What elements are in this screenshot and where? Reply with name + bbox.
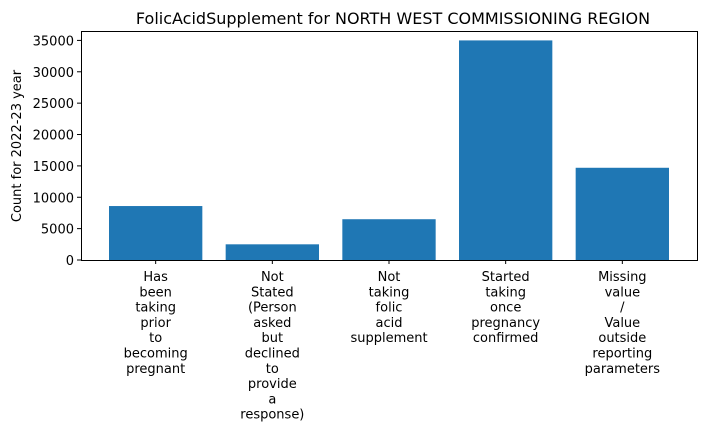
y-tick-label: 10000 [33,191,74,206]
y-tick-label: 0 [66,254,74,269]
y-tick-label: 20000 [33,129,74,144]
y-tick-label: 5000 [41,223,74,238]
x-tick-label: Started taking once pregnancy confirmed [471,270,540,346]
bar-3 [459,40,553,261]
y-tick-label: 15000 [33,160,74,175]
bar-1 [225,244,319,260]
x-tick-label: Has been taking prior to becoming pregnant [124,270,188,377]
bar-4 [575,167,669,260]
y-axis-label: Count for 2022-23 year [10,69,25,222]
plot-area-frame [81,31,698,261]
y-axis-ticks: 0 5000 10000 15000 20000 25000 30000 35000 [33,34,81,269]
x-tick-label: Not taking folic acid supplement [350,270,427,346]
x-tick-label: Not Stated (Person asked but declined to provid… [240,270,304,423]
y-tick-label: 25000 [33,97,74,112]
y-tick-label: 30000 [33,66,74,81]
bar-0 [109,206,203,260]
x-axis-ticks: Has been taking prior to becoming pregnant Not S… [124,260,661,423]
bars-group [109,40,669,261]
chart-title: FolicAcidSupplement for NORTH WEST COMMI… [136,9,650,28]
bar-2 [342,219,436,260]
y-tick-label: 35000 [33,34,74,49]
x-tick-label: Missing value / Value outside reporting parame… [585,270,661,377]
